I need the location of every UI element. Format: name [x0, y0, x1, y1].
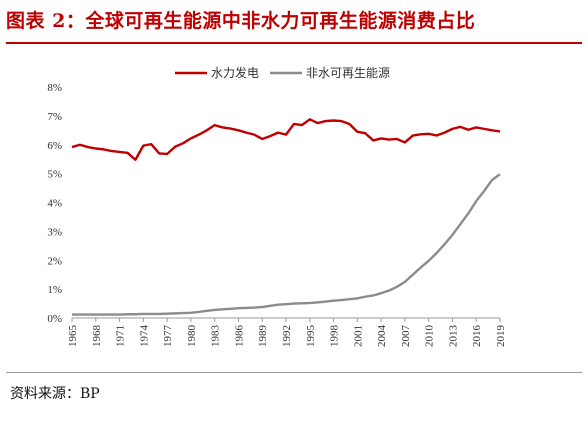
x-tick-label: 2013: [447, 325, 459, 348]
x-tick-label: 1995: [305, 325, 317, 348]
x-tick-label: 2007: [400, 325, 412, 348]
line-chart: 0% 1% 2% 3% 4% 5% 6% 7% 8% 1965 1968 1971 1974 1977 19…: [47, 65, 507, 347]
x-tick-label: 2001: [352, 325, 364, 347]
y-tick-label: 0%: [47, 313, 62, 325]
x-tick-label: 1980: [186, 325, 198, 348]
legend-item-non-hydro-label: 非水可再生能源: [306, 66, 390, 80]
hydro-series-line: [71, 118, 501, 161]
figure-title: 图表 2：全球可再生能源中非水力可再生能源消费占比: [6, 10, 476, 32]
x-tick-label: 1992: [281, 325, 293, 347]
x-tick-label: 1971: [115, 325, 127, 347]
chart-series: [71, 118, 501, 316]
x-tick-label: 2019: [495, 325, 507, 348]
x-tick-label: 1965: [67, 325, 79, 348]
y-tick-label: 6%: [47, 140, 62, 152]
x-tick-label: 1974: [138, 325, 150, 348]
x-tick-label: 2010: [424, 325, 436, 348]
legend-item-hydro-label: 水力发电: [211, 65, 259, 80]
x-tick-label: 1983: [210, 325, 222, 348]
x-tick-label: 2016: [471, 325, 483, 348]
x-tick-label: 2004: [376, 325, 388, 348]
x-tick-label: 1989: [257, 325, 269, 348]
y-tick-label: 1%: [47, 284, 62, 296]
source-rule: [6, 372, 582, 373]
x-tick-label: 1968: [91, 325, 103, 348]
y-tick-label: 2%: [47, 255, 62, 267]
y-tick-label: 7%: [47, 111, 62, 123]
chart-legend: 水力发电 非水可再生能源: [175, 65, 390, 80]
x-tick-label: 1986: [233, 325, 245, 348]
y-tick-label: 4%: [47, 198, 62, 210]
y-tick-label: 5%: [47, 169, 62, 181]
title-rule: [6, 42, 582, 44]
chart-axes: 0% 1% 2% 3% 4% 5% 6% 7% 8% 1965 1968 1971 1974 1977 19…: [47, 82, 507, 347]
x-tick-label: 1998: [329, 325, 341, 348]
non-hydro-series-line: [72, 173, 501, 316]
y-tick-label: 8%: [47, 82, 62, 94]
y-tick-label: 3%: [47, 226, 62, 238]
source-note: 资料来源：BP: [10, 386, 100, 402]
x-tick-label: 1977: [162, 325, 174, 348]
